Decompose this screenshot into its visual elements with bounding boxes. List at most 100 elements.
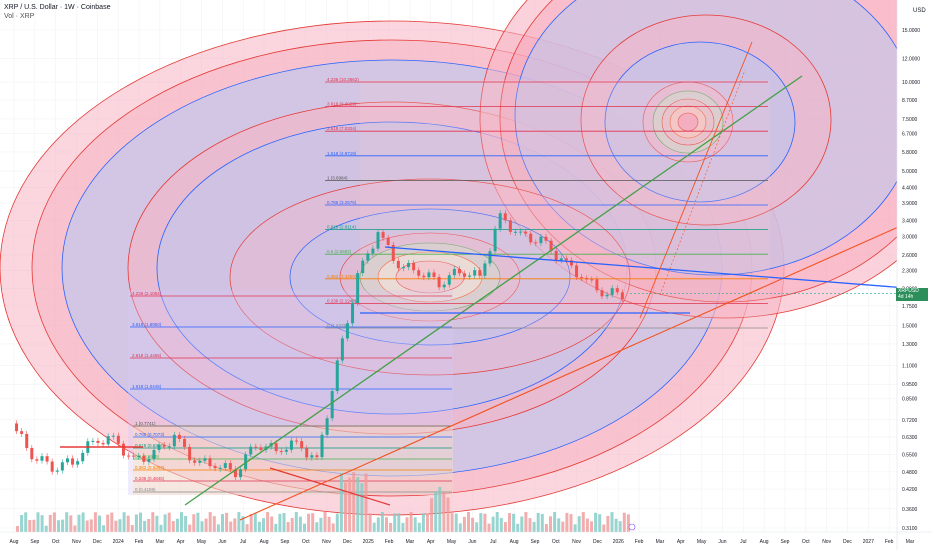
candle-body [483,263,487,276]
price-axis[interactable] [897,0,932,550]
volume-bar [442,492,446,532]
volume-bar [450,513,454,532]
volume-bar [405,517,409,532]
volume-bar [212,516,216,532]
candle-body [218,467,222,469]
volume-bar [315,522,319,532]
volume-bar [594,512,598,532]
volume-bar [266,512,270,532]
fib-level-label: 1 (3.6984) [327,175,348,180]
price-tick-label: 0.5500 [902,452,918,458]
volume-bar [237,512,241,532]
candle-body [366,253,370,261]
time-tick-label: Aug [10,539,19,545]
candle-body [407,262,411,268]
volume-bar [590,521,593,532]
time-tick-label: Mar [406,539,415,545]
volume-bar [475,522,479,532]
candle-body [106,436,110,445]
candle-body [600,290,604,297]
volume-bar [544,524,548,532]
volume-bar [454,513,458,532]
volume-bar [118,519,122,532]
candle-body [127,455,131,457]
price-tick-label: 4.4000 [902,185,918,191]
volume-bar [175,518,179,532]
candle-body [513,231,517,233]
candle-body [40,456,44,461]
trend-line-green [184,75,803,506]
volume-bar [126,515,130,532]
price-tick-label: 1.5000 [902,324,918,330]
time-tick-label: 2026 [613,539,624,545]
fib-level-label: 0.5 (0.5905) [135,454,160,459]
candle-body [529,233,533,243]
volume-bar [339,473,343,532]
candle-body [239,469,243,478]
volume-bar [298,516,302,532]
volume-bar [196,512,200,532]
time-axis[interactable] [0,532,897,550]
fib-boxes[interactable] [128,80,770,495]
volume-bar [553,512,557,532]
volume-bar [52,512,56,532]
price-tick-label: 10.0000 [902,80,920,86]
candle-body [457,269,461,274]
symbol-title[interactable]: XRP / U.S. Dollar · 1W · Coinbase [4,4,111,11]
time-tick-label: Mar [906,539,915,545]
fib-level-label: 1 (0.7741) [135,421,156,426]
time-tick-label: Nov [322,539,331,545]
volume-bar [184,515,188,532]
candle-body [116,435,120,444]
candle-body [121,443,125,456]
currency-unit[interactable]: USD [913,8,926,14]
candle-body [137,455,141,457]
candle-body [361,260,365,274]
time-tick-label: Jun [468,539,476,545]
volume-legend[interactable]: Vol · XRP [4,13,35,20]
candle-body [335,360,339,392]
time-tick-label: Dec [843,539,852,545]
candle-body [391,244,395,261]
candle-body [25,433,29,448]
price-axis-ticks: 15.0000 12.0000 10.0000 8.7000 7.5000 6.7000 5… [902,28,920,532]
volume-bar [208,512,212,532]
candle-body [310,455,314,458]
volume-bar [577,516,581,532]
fib-level-label: 0.382 (0.5363) [135,465,165,470]
candle-body [463,273,467,277]
time-tick-label: May [447,539,457,545]
fib-levels[interactable]: 4.236 (10.3662) 3.618 (9.0929) 2.618 (7.03… [130,77,768,493]
volume-bar [216,524,220,532]
volume-bar [48,514,52,532]
volume-bar [307,513,311,532]
volume-bar [102,525,106,532]
volume-bar [159,524,163,532]
volume-bar [569,514,573,532]
candle-body [442,284,446,288]
fib-circles-medium[interactable] [479,0,932,319]
volume-bar [528,518,532,532]
volume-bar [549,516,552,532]
volume-bar [229,521,233,532]
price-tick-label: 12.0000 [902,57,920,63]
volume-bar [479,513,483,532]
trend-lines[interactable] [60,41,932,521]
candle-body [539,236,543,244]
fib-level-label: 0.618 (2.9114) [327,225,356,230]
candle-body [320,434,324,458]
volume-bar [65,512,69,532]
volume-bar [204,518,208,532]
volume-bar [122,512,126,532]
candle-body [274,443,278,452]
volume-bar [290,517,294,532]
candle-body [610,288,614,295]
volume-bar [106,514,110,532]
volume-bar [614,518,618,532]
volume-bars [16,472,630,532]
fib-level-label: 0.236 (0.4845) [135,476,165,481]
time-tick-label: Aug [760,539,769,545]
volume-bar [16,526,19,532]
